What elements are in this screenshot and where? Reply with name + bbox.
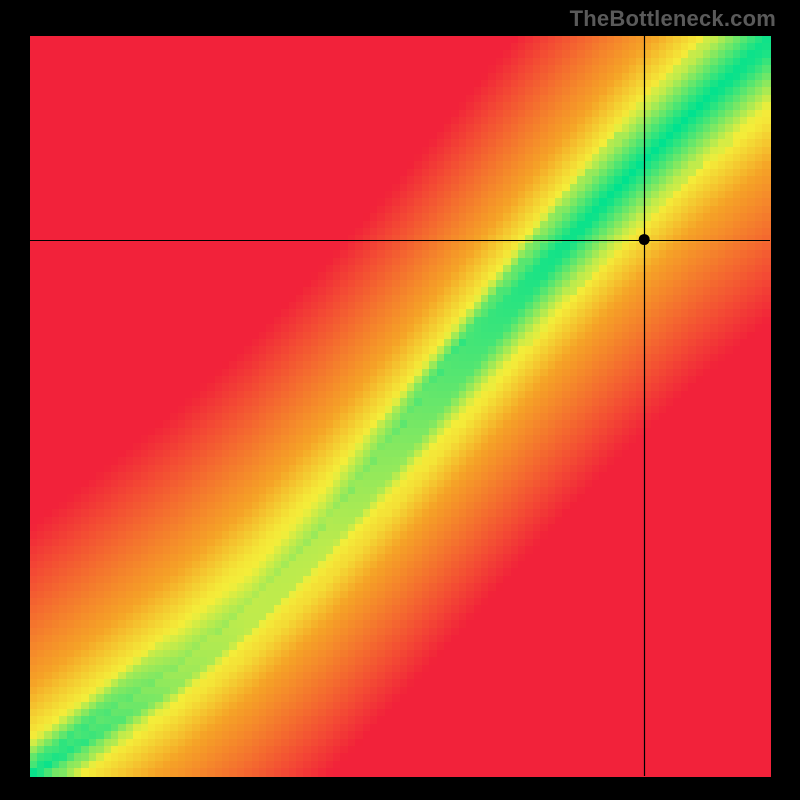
bottleneck-heatmap-canvas xyxy=(0,0,800,800)
attribution-text: TheBottleneck.com xyxy=(570,6,776,32)
stage: TheBottleneck.com xyxy=(0,0,800,800)
